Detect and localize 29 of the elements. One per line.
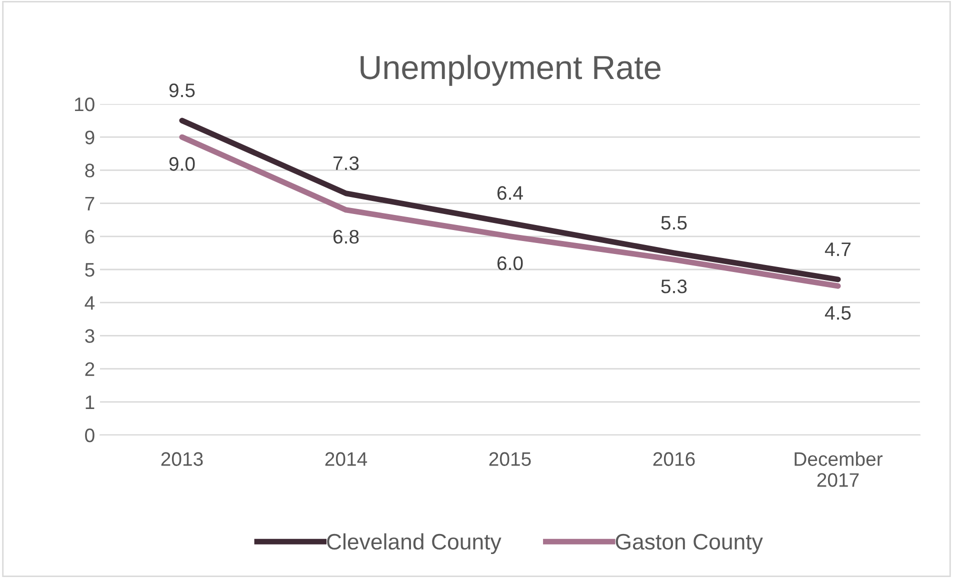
data-label: 6.0: [497, 256, 523, 270]
y-tick-label: 4: [84, 296, 95, 310]
x-tick-label: 2016: [653, 452, 695, 466]
y-tick-label: 9: [85, 130, 94, 144]
y-tick-label: 10: [74, 97, 94, 112]
data-label: 9.0: [169, 157, 195, 171]
y-tick-label: 0: [85, 428, 94, 442]
y-tick-label: 7: [85, 196, 94, 210]
y-tick-label: 3: [85, 329, 94, 343]
x-tick-label: 2013: [161, 452, 203, 466]
data-label: 9.5: [169, 83, 195, 98]
x-tick-label: 2015: [489, 452, 531, 466]
data-label: 5.5: [661, 216, 687, 230]
data-label: 6.4: [497, 186, 523, 200]
data-label: 7.3: [333, 156, 359, 170]
y-tick-label: 5: [85, 263, 94, 277]
data-label: 5.3: [661, 280, 687, 294]
y-tick-label: 1: [86, 396, 94, 409]
y-tick-label: 8: [85, 164, 94, 178]
legend-label: Gaston County: [616, 534, 763, 554]
chart-title: Unemployment Rate: [360, 54, 660, 86]
data-label: 6.8: [333, 230, 359, 244]
legend-label: Cleveland County: [327, 533, 502, 554]
y-tick-label: 6: [85, 230, 94, 244]
data-label: 4.5: [824, 306, 851, 320]
data-label: 4.7: [824, 242, 851, 256]
y-tick-label: 2: [85, 362, 94, 376]
x-tick-label: December 2017: [794, 452, 883, 487]
x-tick-label: 2014: [325, 452, 368, 466]
